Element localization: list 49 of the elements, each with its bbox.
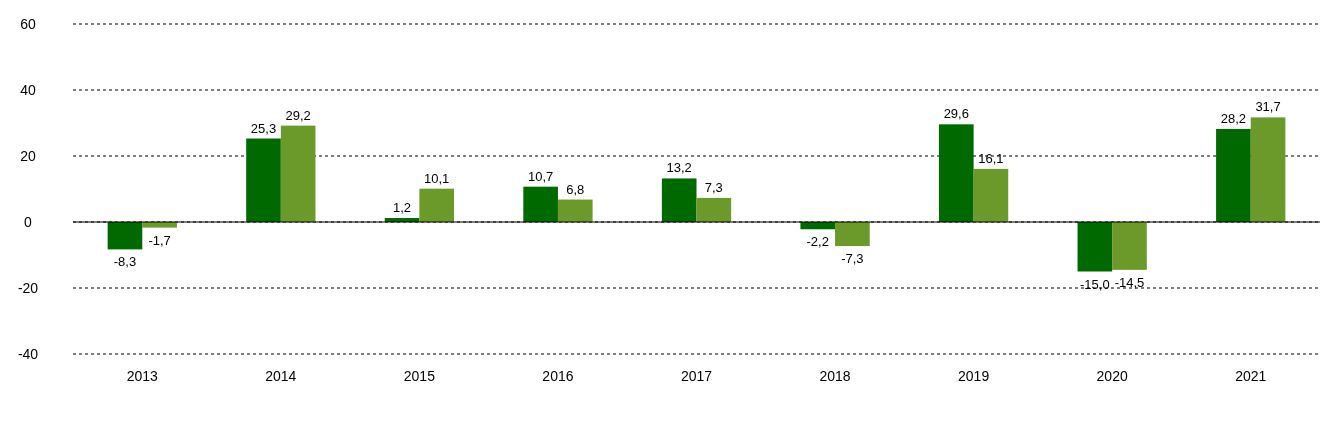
data-label: -2,2	[806, 234, 829, 250]
bar	[938, 124, 974, 222]
x-tick-label: 2014	[265, 368, 297, 384]
y-tick-label: 40	[20, 82, 36, 98]
y-tick-label: -20	[17, 280, 39, 296]
bar	[107, 222, 143, 250]
bar	[419, 188, 455, 222]
data-label: 25,3	[250, 120, 277, 136]
bar	[661, 178, 697, 222]
data-label: -15,0	[1080, 276, 1110, 292]
x-tick-label: 2013	[126, 368, 159, 384]
data-label: -14,5	[1114, 274, 1145, 290]
data-label: 10,1	[424, 170, 450, 186]
data-label: 6,8	[566, 181, 585, 197]
x-tick-label: 2018	[819, 368, 851, 384]
y-tick-label: 20	[20, 148, 36, 164]
data-label: -7,3	[841, 251, 864, 267]
data-label: 1,2	[393, 200, 412, 216]
x-tick-label: 2015	[403, 368, 436, 384]
y-tick-label: 60	[20, 16, 36, 32]
y-tick-label: 0	[24, 214, 33, 230]
data-label: 10,7	[527, 168, 554, 184]
bar	[557, 199, 593, 222]
y-tick-label: -40	[17, 346, 39, 362]
x-tick-label: 2020	[1096, 368, 1128, 384]
data-label: 29,6	[943, 106, 969, 122]
bar	[1112, 222, 1147, 270]
bar	[246, 138, 281, 222]
x-tick-label: 2017	[680, 368, 713, 384]
bar	[1250, 117, 1286, 222]
bar	[973, 168, 1009, 222]
bar	[1077, 222, 1113, 272]
data-label: 28,2	[1220, 110, 1247, 126]
x-tick-label: 2019	[958, 368, 990, 384]
bar	[523, 186, 558, 222]
data-label: -1,7	[148, 232, 171, 248]
bar	[142, 222, 177, 228]
data-label: 29,2	[285, 107, 311, 123]
data-label: -8,3	[113, 254, 137, 270]
bar	[280, 125, 316, 222]
data-label: 31,7	[1255, 99, 1281, 115]
x-tick-label: 2021	[1235, 368, 1267, 384]
bar	[1216, 128, 1251, 222]
x-tick-label: 2016	[542, 368, 574, 384]
data-label: 16,1	[978, 150, 1004, 166]
data-label: 13,2	[666, 160, 692, 176]
data-label: 7,3	[704, 179, 723, 195]
bar	[835, 222, 870, 247]
bar	[696, 197, 732, 222]
